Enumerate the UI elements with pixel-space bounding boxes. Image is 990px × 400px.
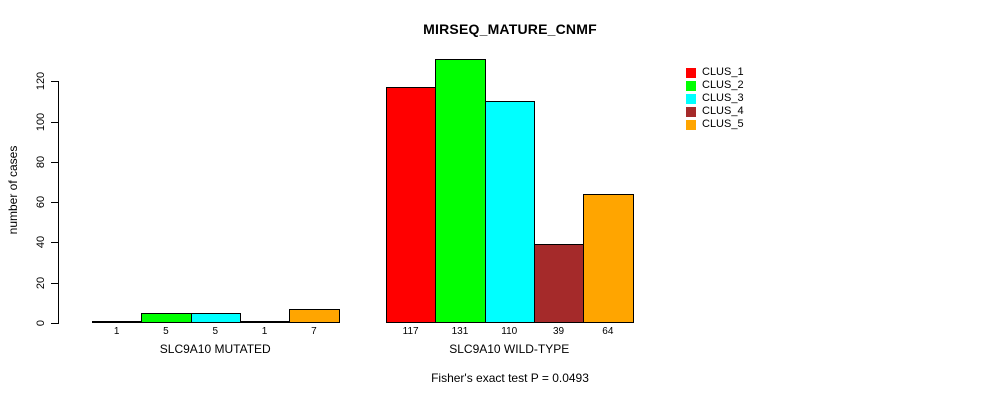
bar-value-label: 110 [501, 326, 518, 337]
legend-swatch-icon [686, 80, 696, 91]
bar-value-label: 1 [261, 326, 268, 337]
y-axis-tick [51, 323, 58, 324]
legend-item-clus_1: CLUS_1 [686, 66, 744, 79]
legend-swatch-icon [686, 119, 696, 130]
bar-clus_1-group1 [92, 321, 142, 323]
bar-value-label: 64 [602, 326, 614, 337]
bar-clus_2-group2 [435, 59, 486, 323]
y-axis-tick-label: 60 [35, 195, 47, 209]
bar-clus_3-group2 [485, 101, 535, 323]
legend-label: CLUS_1 [702, 66, 744, 78]
bar-clus_1-group2 [386, 87, 436, 323]
legend-item-clus_4: CLUS_4 [686, 105, 744, 118]
y-axis-tick [51, 122, 58, 123]
legend-swatch-icon [686, 67, 696, 78]
legend-item-clus_3: CLUS_3 [686, 92, 744, 105]
bar-clus_4-group1 [240, 321, 290, 323]
legend-item-clus_2: CLUS_2 [686, 79, 744, 92]
y-axis-tick-label: 120 [35, 71, 47, 91]
y-axis-tick-label: 0 [35, 319, 47, 327]
bar-clus_4-group2 [534, 244, 584, 323]
y-axis-tick-label: 80 [35, 155, 47, 169]
bar-value-label: 5 [163, 326, 169, 337]
group-label-1: SLC9A10 MUTATED [159, 342, 271, 356]
legend-label: CLUS_5 [702, 118, 744, 130]
group-label-2: SLC9A10 WILD-TYPE [449, 342, 570, 356]
y-axis-tick [51, 162, 58, 163]
legend-swatch-icon [686, 106, 696, 117]
y-axis-tick-label: 100 [35, 112, 47, 132]
legend-label: CLUS_3 [702, 92, 744, 104]
bar-value-label: 117 [402, 326, 419, 337]
bar-clus_2-group1 [141, 313, 192, 323]
legend-swatch-icon [686, 93, 696, 104]
bar-clus_3-group1 [191, 313, 241, 323]
y-axis-tick [51, 283, 58, 284]
legend-label: CLUS_4 [702, 105, 744, 117]
y-axis-tick [51, 81, 58, 82]
legend-item-clus_5: CLUS_5 [686, 118, 744, 131]
y-axis-tick [51, 202, 58, 203]
legend: CLUS_1 CLUS_2 CLUS_3 CLUS_4 CLUS_5 [686, 66, 744, 131]
bar-value-label: 1 [113, 326, 120, 337]
y-axis-label: number of cases [6, 145, 20, 235]
bar-value-label: 5 [212, 326, 219, 337]
fisher-annotation: Fisher's exact test P = 0.0493 [431, 371, 589, 385]
y-axis-tick-label: 20 [35, 276, 47, 290]
bar-clus_5-group1 [289, 309, 340, 323]
y-axis-tick [51, 242, 58, 243]
bar-value-label: 39 [552, 326, 565, 337]
bar-clus_5-group2 [583, 194, 634, 323]
bar-value-label: 7 [311, 326, 317, 337]
y-axis-tick-label: 40 [35, 235, 47, 249]
y-axis-line [58, 81, 59, 324]
legend-label: CLUS_2 [702, 79, 744, 91]
bar-value-label: 131 [451, 326, 469, 337]
chart-title: MIRSEQ_MATURE_CNMF [423, 21, 597, 37]
